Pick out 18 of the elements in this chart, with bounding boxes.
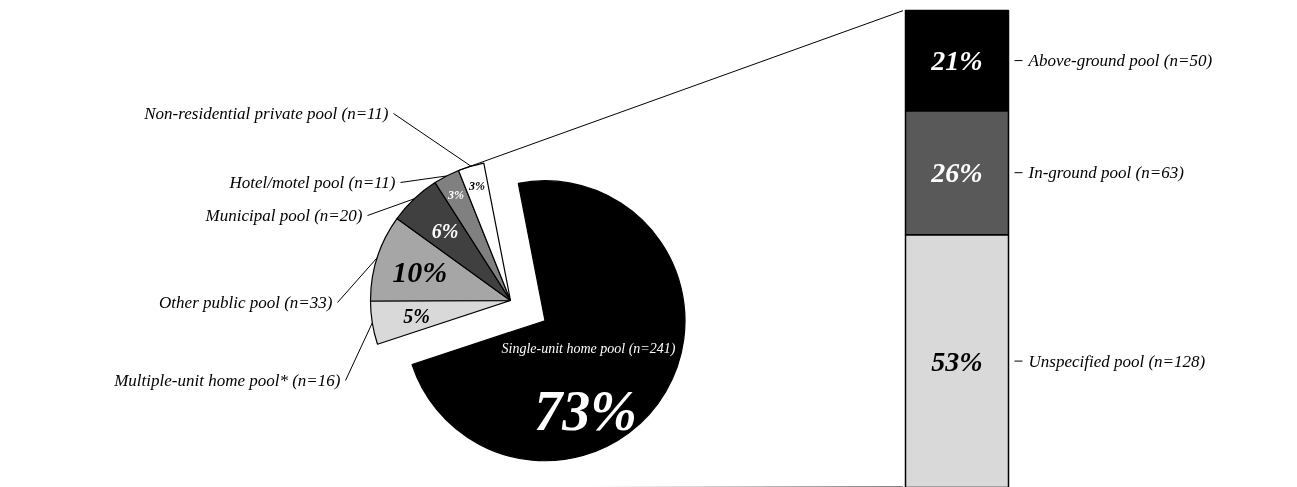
- legend-label: Unspecified pool (n=128): [1028, 351, 1206, 371]
- slice-label: Multiple-unit home pool* (n=16): [113, 371, 341, 390]
- slice-label: Municipal pool (n=20): [204, 206, 363, 225]
- data-label: 10%: [392, 254, 448, 288]
- legend-label: Above-ground pool (n=50): [1027, 51, 1213, 71]
- data-label: 6%: [431, 220, 459, 243]
- data-label: 3%: [447, 187, 465, 202]
- data-label: 73%: [534, 379, 637, 442]
- data-label: 26%: [930, 157, 983, 189]
- data-label: 53%: [931, 345, 983, 377]
- slice-label: Other public pool (n=33): [159, 293, 333, 312]
- data-label: 21%: [930, 45, 983, 77]
- slice-label: Hotel/motel pool (n=11): [228, 173, 396, 192]
- legend-label: In-ground pool (n=63): [1027, 163, 1185, 183]
- slice-label: Single-unit home pool (n=241): [501, 341, 676, 357]
- data-label: 3%: [467, 179, 485, 194]
- data-label: 5%: [403, 304, 430, 327]
- slice-label: Non-residential private pool (n=11): [143, 104, 389, 123]
